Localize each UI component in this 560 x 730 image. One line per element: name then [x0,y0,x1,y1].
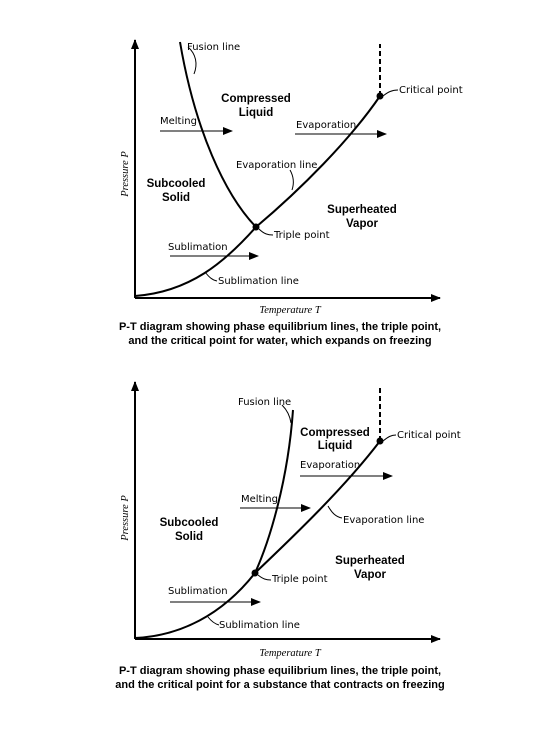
fusion-line-leader [281,404,292,424]
caption-line-1: P-T diagram showing phase equilibrium li… [118,321,442,333]
compressed-liquid-label-1: Compressed [300,427,370,439]
subcooled-solid-label-2: Solid [162,192,190,204]
evaporation-line-label: Evaporation line [236,160,317,171]
compressed-liquid-label-2: Liquid [239,107,274,119]
pt-diagram-water: Fusion line Compressed Liquid Melting Ev… [0,0,560,360]
subcooled-solid-label-2: Solid [175,531,203,543]
compressed-liquid-label-2: Liquid [318,440,353,452]
superheated-vapor-label-1: Superheated [335,555,405,567]
x-axis-label: Temperature T [259,305,322,316]
sublimation-line-leader [207,616,220,626]
evaporation-label: Evaporation [296,120,356,131]
y-axis-label: Pressure P [120,495,131,542]
compressed-liquid-label-1: Compressed [221,93,291,105]
critical-point-leader [382,434,397,442]
evaporation-line-leader [289,169,294,191]
fusion-line [254,409,294,574]
melting-label: Melting [241,494,278,505]
pt-diagram-contracting-substance: Fusion line Compressed Liquid Critical p… [0,360,560,730]
fusion-line-label: Fusion line [187,42,240,53]
triple-point-leader [258,228,274,236]
superheated-vapor-label-1: Superheated [327,204,397,216]
pt-diagram-contracting-svg: Fusion line Compressed Liquid Critical p… [120,381,461,659]
critical-point-leader [382,89,399,97]
evaporation-line-label: Evaporation line [343,515,424,526]
evaporation-label: Evaporation [300,460,360,471]
subcooled-solid-label-1: Subcooled [160,517,219,529]
sublimation-label: Sublimation [168,242,228,253]
critical-point-label: Critical point [399,85,463,96]
fusion-line-label: Fusion line [238,397,291,408]
sublimation-line-leader [204,271,218,282]
critical-point-dot [376,437,384,445]
sublimation-line-label: Sublimation line [219,620,300,631]
triple-point-leader [257,574,272,581]
evaporation-line-leader [327,505,343,519]
caption-contracting: P-T diagram showing phase equilibrium li… [0,664,560,692]
sublimation-label: Sublimation [168,586,228,597]
fusion-line [179,41,257,228]
sublimation-line-label: Sublimation line [218,276,299,287]
triple-point-dot [251,569,259,577]
melting-label: Melting [160,116,197,127]
subcooled-solid-label-1: Subcooled [147,178,206,190]
fusion-line-leader [187,46,197,75]
superheated-vapor-label-2: Vapor [354,569,386,581]
caption-line-2: and the critical point for water, which … [128,335,432,347]
superheated-vapor-label-2: Vapor [346,218,378,230]
y-axis-label: Pressure P [120,151,131,198]
triple-point-dot [252,223,260,231]
critical-point-dot [376,92,384,100]
pt-diagram-water-svg: Fusion line Compressed Liquid Melting Ev… [120,39,463,316]
caption-water: P-T diagram showing phase equilibrium li… [0,320,560,348]
triple-point-label: Triple point [271,574,328,585]
x-axis-label: Temperature T [259,648,322,659]
caption-line-2: and the critical point for a substance t… [115,679,445,691]
caption-line-1: P-T diagram showing phase equilibrium li… [118,665,442,677]
triple-point-label: Triple point [273,230,330,241]
critical-point-label: Critical point [397,430,461,441]
